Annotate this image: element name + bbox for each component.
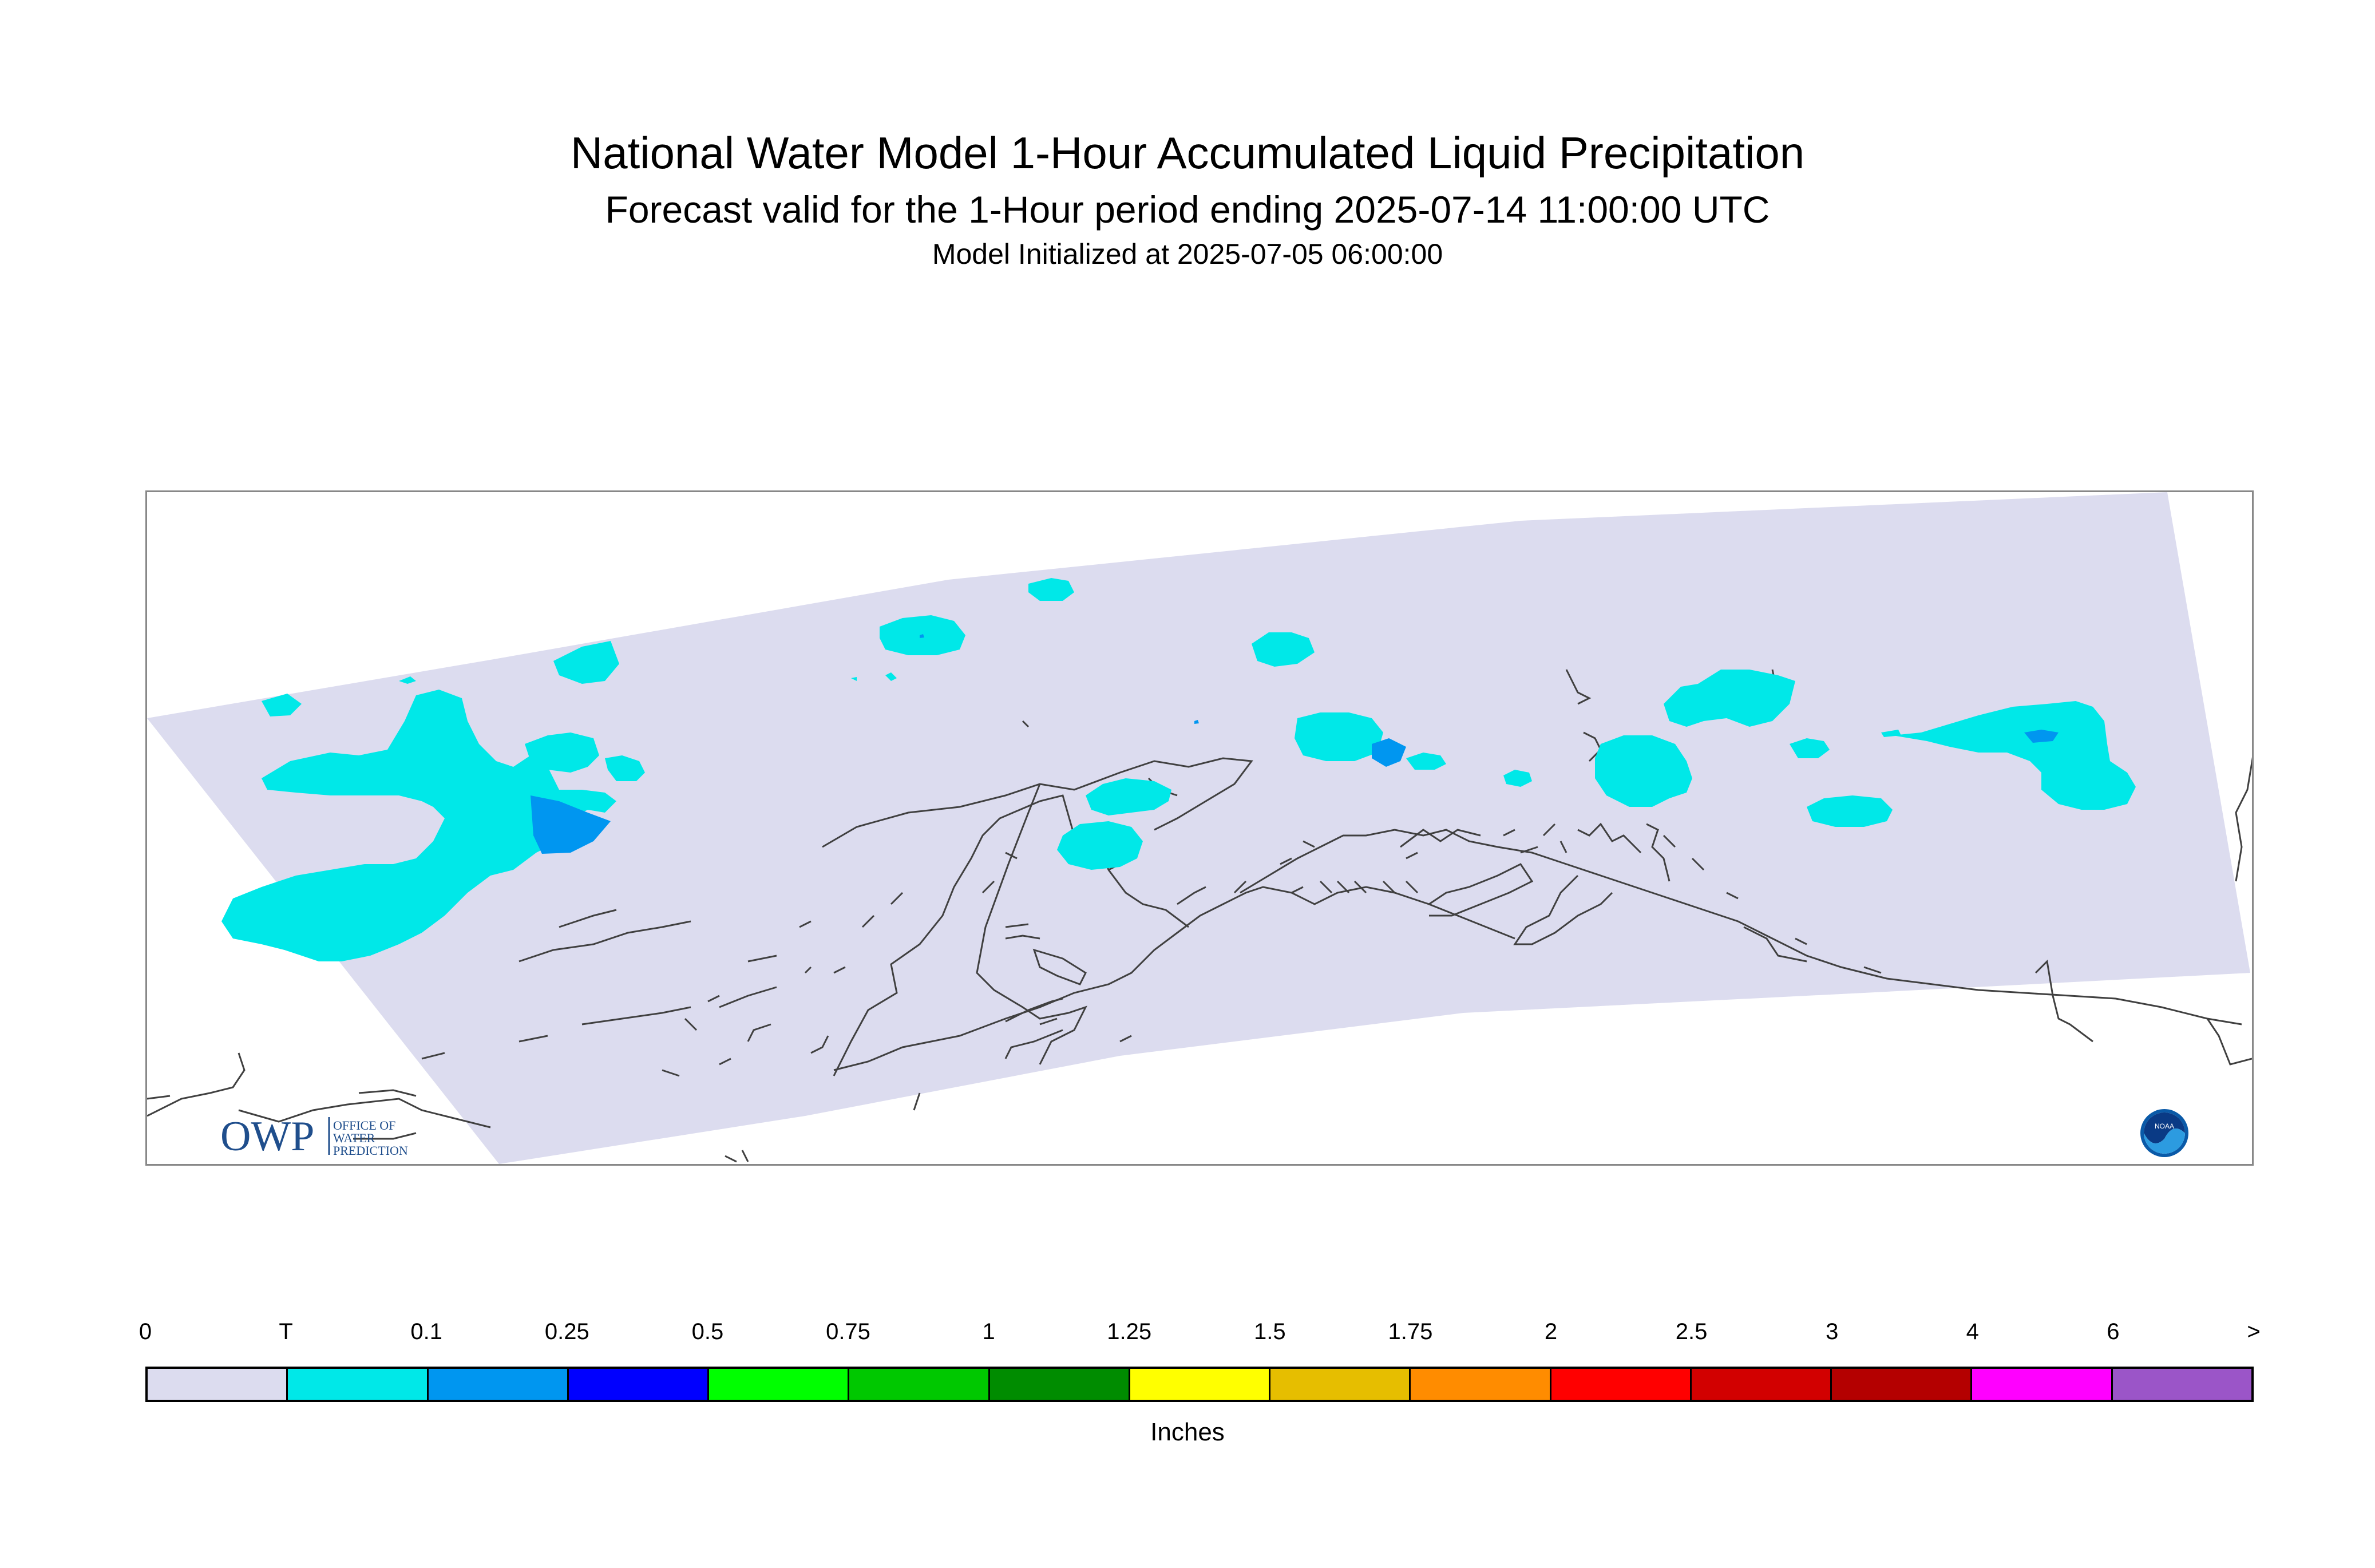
svg-text:NOAA: NOAA [2155,1122,2174,1130]
legend-label: 0.5 [691,1319,724,1344]
legend-label: 2 [1544,1319,1558,1344]
svg-text:OWP: OWP [220,1113,314,1160]
precip-trace [221,578,2136,961]
precip-0-1 [531,634,2059,854]
map-title: National Water Model 1-Hour Accumulated … [570,128,1805,178]
legend-swatch [1270,1369,1411,1400]
legend-label: 0.25 [544,1319,589,1344]
legend-label: 1 [982,1319,995,1344]
legend-label: 1.75 [1388,1319,1433,1344]
legend-swatch [568,1369,710,1400]
legend-label: > [2247,1319,2261,1344]
legend-label: 0.75 [826,1319,870,1344]
legend-label: 2.5 [1675,1319,1708,1344]
legend-swatch [288,1369,429,1400]
legend-swatch [1411,1369,1551,1400]
legend-label: 3 [1826,1319,1839,1344]
legend-label: 1.5 [1253,1319,1286,1344]
legend-swatch [709,1369,850,1400]
legend-label: 0.1 [410,1319,442,1344]
svg-text:PREDICTION: PREDICTION [333,1143,408,1158]
legend-swatch [1551,1369,1692,1400]
legend-label: T [279,1319,293,1344]
legend-labels: 0 T 0.1 0.25 0.5 0.75 1 1.25 1.5 1.75 2 2.5 3 4 6 > [0,1319,2375,1353]
svg-text:WATER: WATER [333,1131,375,1145]
legend-swatch [428,1369,569,1400]
precipitation-map: OWP OFFICE OF WATER PREDICTION NOAA [145,490,2254,1166]
model-domain [147,492,2250,1164]
legend-swatch [1972,1369,2113,1400]
legend-units: Inches [1150,1418,1225,1446]
legend-label: 4 [1966,1319,1979,1344]
forecast-valid-subtitle: Forecast valid for the 1-Hour period end… [605,188,1770,231]
svg-text:OFFICE OF: OFFICE OF [333,1118,395,1133]
legend-swatch [849,1369,990,1400]
legend-swatch [1691,1369,1832,1400]
legend-label: 6 [2107,1319,2120,1344]
legend-colorbar [145,1367,2254,1402]
model-init-time: Model Initialized at 2025-07-05 06:00:00 [932,238,1443,270]
noaa-logo-icon: NOAA [2140,1109,2188,1157]
legend-swatch [148,1369,288,1400]
legend-swatch [2112,1369,2251,1400]
legend-swatch [989,1369,1130,1400]
legend-label: 0 [138,1319,152,1344]
legend-label: 1.25 [1107,1319,1152,1344]
owp-logo-icon: OWP OFFICE OF WATER PREDICTION [220,1113,408,1160]
legend-swatch [1832,1369,1973,1400]
legend-swatch [1130,1369,1271,1400]
